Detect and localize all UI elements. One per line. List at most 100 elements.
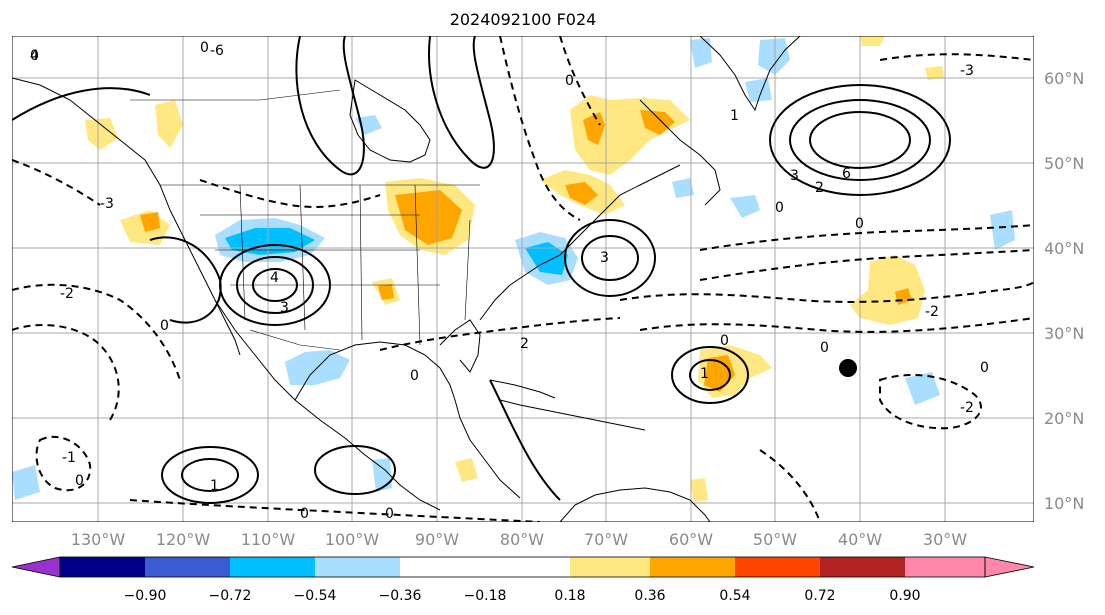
colorbar-bin: [570, 557, 650, 577]
shade-cool-baffin: [745, 78, 772, 102]
coast-gulf: [294, 341, 521, 499]
colorbar-bin: [485, 557, 570, 577]
contour-label: 0: [720, 333, 729, 349]
colorbar-bin: [60, 557, 145, 577]
graticule: [12, 36, 1034, 522]
colorbar-tick-label: −0.18: [464, 588, 507, 604]
contour-label: 1: [210, 478, 219, 494]
coast-hudson: [349, 79, 431, 163]
contour-label: 0: [300, 506, 309, 522]
shade-warm-quebec-core: [565, 182, 598, 205]
lon-label: 90°W: [415, 530, 459, 549]
coast-south-america: [559, 487, 711, 522]
shade-warm-carib: [455, 458, 478, 482]
shade-cool-iceland: [672, 178, 694, 198]
lon-label: 70°W: [584, 530, 628, 549]
contour-label: 1: [730, 108, 739, 124]
contour-label: 0: [75, 473, 84, 489]
lat-label: 50°N: [1044, 154, 1084, 173]
coast-greenland: [699, 36, 801, 112]
shade-cool-greenland2: [690, 38, 712, 68]
coast-baja: [214, 299, 241, 356]
shade-warm-atlantic-mid: [850, 255, 925, 325]
storm-marker: [839, 359, 857, 377]
contours-positive: [12, 36, 951, 504]
contour-labels: 4 3 6 3 2 3 1 0 0 0 -2 -2 0 -3 -1 0 1 0 …: [30, 40, 989, 522]
lon-label: 40°W: [838, 530, 882, 549]
contour-label: 0: [775, 200, 784, 216]
shade-warm-bc: [85, 118, 118, 150]
shade-warm-midwest-core: [395, 190, 462, 245]
lat-label: 40°N: [1044, 239, 1084, 258]
coast-caribbean: [499, 399, 646, 431]
colorbar-bin: [400, 557, 485, 577]
colorbar-tick-label: 0.36: [634, 588, 665, 604]
lon-label: 120°W: [156, 530, 211, 549]
shade-warm-top: [860, 36, 885, 46]
contour-label: 1: [700, 366, 709, 382]
coastlines: [12, 36, 801, 522]
contours-negative: [12, 36, 1034, 522]
contour-label: 3: [600, 250, 609, 266]
contour-label: -2: [60, 286, 74, 302]
colorbar-bin: [735, 557, 820, 577]
colorbar-extend-high: [984, 556, 1035, 578]
colorbar-tick-label: −0.72: [209, 588, 252, 604]
lat-label: 60°N: [1044, 69, 1084, 88]
contour-label: 0: [385, 506, 394, 522]
lat-label: 30°N: [1044, 324, 1084, 343]
colorbar-bin: [145, 557, 230, 577]
contour-label: 0: [30, 48, 39, 64]
shade-cool-hudson: [355, 115, 382, 135]
colorbar-bin: [820, 557, 905, 577]
longitude-labels: 130°W 120°W 110°W 100°W 90°W 80°W 70°W 6…: [71, 530, 967, 549]
colorbar-frame: [59, 556, 986, 578]
lon-label: 80°W: [500, 530, 544, 549]
shade-warm-far-ne: [925, 66, 944, 80]
contour-label: 0: [160, 318, 169, 334]
lat-label: 20°N: [1044, 409, 1084, 428]
lat-label: 10°N: [1044, 494, 1084, 513]
contour-label: 4: [270, 270, 279, 286]
contour-label: 6: [842, 166, 851, 182]
contour-label: 0: [410, 368, 419, 384]
contour-label: -3: [100, 196, 114, 212]
shade-warm-pacific-core: [140, 212, 160, 232]
coast-east: [479, 164, 681, 321]
lon-label: 100°W: [325, 530, 380, 549]
colorbar-extend-low: [11, 556, 61, 578]
contour-label: 2: [520, 336, 529, 352]
contour-label: 0: [980, 360, 989, 376]
shade-warm-gulf-core: [378, 284, 394, 300]
map-background: [12, 36, 1034, 522]
colorbar: −0.90 −0.72 −0.54 −0.36 −0.18 0.18 0.36 …: [11, 556, 1035, 604]
coast-cuba: [489, 379, 556, 399]
shade-cool-pacific-sw: [12, 465, 40, 500]
map-title: 2024092100 F024: [450, 10, 597, 29]
shade-cool-atlantic-se: [905, 372, 940, 405]
shade-cool-atlantic-e: [990, 210, 1015, 250]
shade-warm-canada-core: [583, 112, 605, 145]
colorbar-bin: [650, 557, 735, 577]
coast-north-america: [12, 77, 441, 511]
colorbar-bin: [230, 557, 315, 577]
contour-label: -3: [960, 63, 974, 79]
coast-labrador: [639, 99, 721, 206]
shade-cool-newengland-core: [525, 242, 568, 275]
contour-label: 0: [855, 216, 864, 232]
shade-cool-greenland: [758, 38, 790, 75]
lon-label: 130°W: [71, 530, 126, 549]
contour-label: 0: [820, 340, 829, 356]
colorbar-tick-label: −0.36: [379, 588, 422, 604]
contour-label: -2: [960, 400, 974, 416]
shade-cool-labrador: [730, 195, 760, 218]
contour-label: 3: [280, 300, 289, 316]
colorbar-tick-label: 0.18: [554, 588, 585, 604]
shade-warm-alaska: [155, 100, 183, 148]
colorbar-tick-label: −0.90: [124, 588, 167, 604]
colorbar-bin: [905, 557, 985, 577]
contour-label: 0: [200, 40, 209, 56]
colorbar-tick-label: 0.72: [804, 588, 835, 604]
colorbar-tick-label: 0.90: [889, 588, 920, 604]
